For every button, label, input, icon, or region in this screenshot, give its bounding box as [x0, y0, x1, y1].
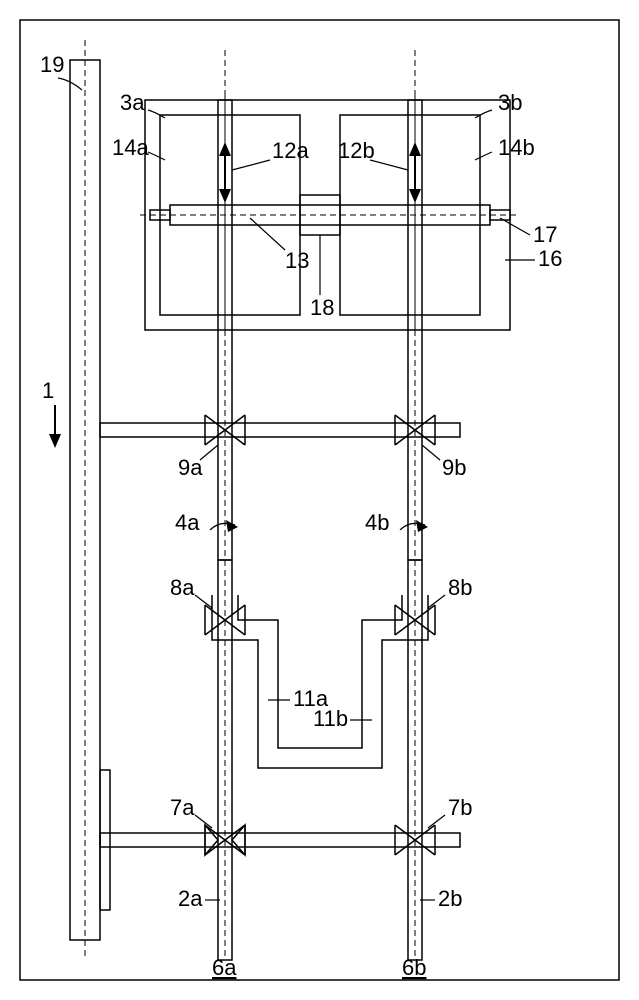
label-7a: 7a: [170, 795, 195, 820]
lead-9a: [200, 445, 218, 460]
label-3b: 3b: [498, 90, 522, 115]
support-7: [100, 833, 460, 847]
label-6b: 6b: [402, 955, 426, 980]
arrow-12b: [409, 142, 421, 203]
arrow-4b: [400, 520, 428, 532]
label-12a: 12a: [272, 138, 309, 163]
lead-7a: [195, 815, 212, 828]
lead-12b: [370, 160, 408, 170]
lead-17: [500, 218, 530, 235]
label-14b: 14b: [498, 135, 535, 160]
label-1: 1: [42, 378, 54, 403]
label-18: 18: [310, 295, 334, 320]
label-19: 19: [40, 52, 64, 77]
lead-14a: [148, 152, 165, 160]
label-2b: 2b: [438, 886, 462, 911]
label-16: 16: [538, 246, 562, 271]
label-13: 13: [285, 248, 309, 273]
lead-8a: [195, 595, 212, 608]
label-6a: 6a: [212, 955, 237, 980]
label-4a: 4a: [175, 510, 200, 535]
label-11b: 11b: [313, 706, 348, 731]
support-9: [100, 423, 460, 437]
bearing-7a: [100, 770, 110, 910]
lead-3b: [475, 110, 492, 118]
label-7b: 7b: [448, 795, 472, 820]
lead-8b: [428, 595, 445, 608]
label-8b: 8b: [448, 575, 472, 600]
label-14a: 14a: [112, 135, 149, 160]
label-2a: 2a: [178, 886, 203, 911]
indicator-1: [49, 405, 61, 448]
lead-3a2: [148, 110, 165, 118]
lead-7b: [428, 815, 445, 828]
label-4b: 4b: [365, 510, 389, 535]
lead-13: [250, 218, 285, 250]
label-3a: 3a: [120, 90, 145, 115]
lead-9b: [422, 445, 440, 460]
label-8a: 8a: [170, 575, 195, 600]
label-9a: 9a: [178, 455, 203, 480]
arrow-4a: [210, 520, 238, 532]
lead-14b: [475, 152, 492, 160]
arrow-12a: [219, 142, 231, 203]
label-17: 17: [533, 222, 557, 247]
label-12b: 12b: [338, 138, 375, 163]
lead-12a: [232, 160, 270, 170]
label-9b: 9b: [442, 455, 466, 480]
diagram-canvas: 1 19 3a 14a 3b 14b 12a 12b 13 18 17 16 9…: [0, 0, 639, 1000]
